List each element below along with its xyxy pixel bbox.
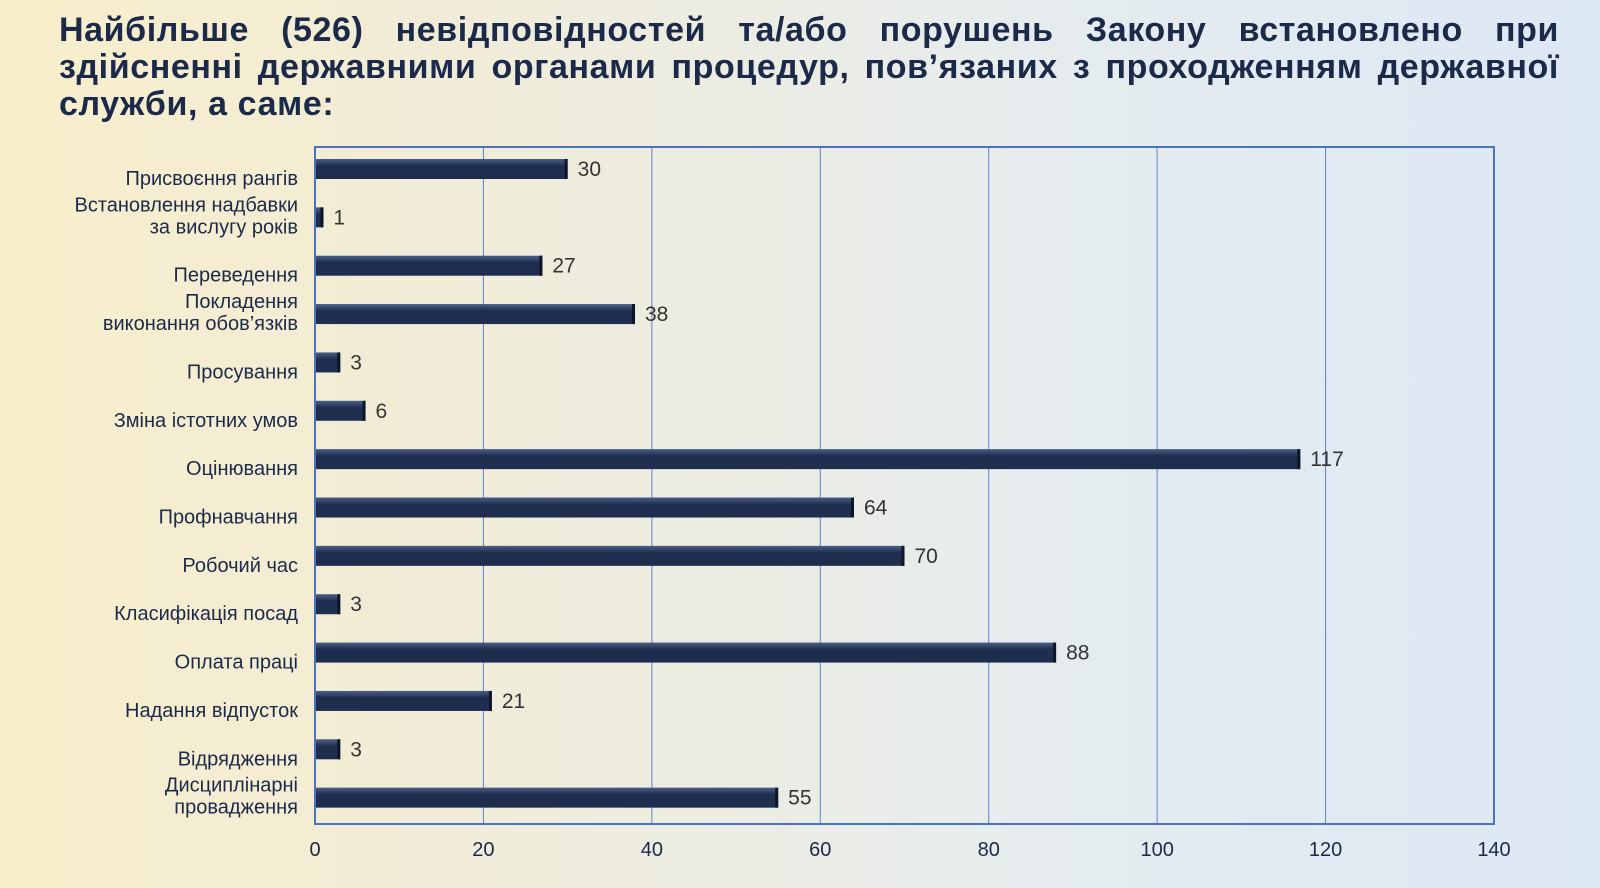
bar-end-cap: [362, 400, 366, 421]
category-labels: Присвоєння рангів Встановлення надбавкиза…: [74, 168, 298, 819]
category-label: Відрядження: [178, 748, 298, 770]
bar: [315, 690, 492, 711]
bar: [315, 207, 324, 228]
category-label: Класифікація посад: [114, 603, 298, 625]
x-tick-label: 80: [978, 839, 1000, 861]
category-label: Оплата праці: [175, 652, 298, 674]
slide-title: Найбільше (526) невідповідностей та/або …: [59, 11, 1559, 123]
data-label: 30: [578, 158, 601, 181]
data-label: 117: [1310, 448, 1343, 471]
data-label: 55: [788, 787, 811, 810]
bar: [315, 739, 341, 760]
x-tick-label: 0: [309, 839, 320, 861]
bar-end-cap: [488, 690, 492, 711]
data-label: 6: [376, 400, 388, 423]
bar: [315, 400, 366, 421]
category-label: Надання відпусток: [125, 700, 298, 722]
data-label: 3: [350, 738, 362, 761]
bar-end-cap: [1297, 449, 1301, 470]
bar-end-cap: [337, 594, 341, 615]
data-label: 38: [645, 303, 668, 326]
gridlines: [482, 147, 1327, 824]
bar-end-cap: [850, 497, 854, 518]
bar: [315, 304, 636, 325]
x-axis-ticks: 0 20 40 60 80 100 120 140: [309, 839, 1510, 861]
category-label: Просування: [187, 361, 298, 383]
bar: [315, 642, 1057, 663]
data-label: 70: [915, 545, 938, 568]
category-label: Дисциплінарні: [165, 775, 298, 797]
category-label: Оцінювання: [186, 458, 298, 480]
bar-end-cap: [632, 304, 636, 325]
bar: [315, 787, 779, 808]
category-label: Встановлення надбавки: [74, 194, 298, 216]
bar-end-cap: [337, 739, 341, 760]
data-label: 27: [552, 255, 575, 278]
bar: [315, 594, 341, 615]
bar-end-cap: [564, 159, 568, 179]
x-tick-label: 120: [1309, 839, 1342, 861]
bar: [315, 545, 905, 566]
x-tick-label: 140: [1477, 839, 1510, 861]
bar: [315, 352, 341, 373]
bar-end-cap: [901, 545, 905, 566]
x-tick-label: 20: [472, 839, 494, 861]
data-label: 3: [350, 351, 362, 374]
category-label: Переведення: [173, 265, 298, 287]
data-label: 88: [1066, 642, 1089, 665]
x-tick-label: 40: [641, 839, 663, 861]
category-label: Профнавчання: [159, 507, 298, 529]
bar-end-cap: [1053, 642, 1057, 663]
category-label: провадження: [174, 797, 298, 819]
category-label: виконання обов’язків: [103, 313, 298, 335]
plot-area-border: [314, 146, 1495, 825]
bar-end-cap: [337, 352, 341, 373]
category-label: Присвоєння рангів: [125, 168, 298, 190]
bars: [315, 159, 1301, 808]
data-label: 21: [502, 690, 525, 713]
bar: [315, 159, 568, 179]
category-label: за вислугу років: [150, 216, 298, 238]
bar: [315, 449, 1301, 470]
bar: [315, 497, 854, 518]
category-label: Робочий час: [182, 555, 298, 577]
x-tick-label: 60: [809, 839, 831, 861]
data-label: 3: [350, 593, 362, 616]
bar-end-cap: [775, 787, 779, 808]
x-tick-label: 100: [1140, 839, 1173, 861]
bar: [315, 255, 543, 276]
bar-end-cap: [320, 207, 324, 228]
category-label: Покладення: [185, 291, 298, 313]
data-labels: 30 1 27 38 3 6 117 64 70 3 88 21 3 55: [333, 158, 1343, 810]
category-label: Зміна істотних умов: [114, 410, 298, 432]
data-label: 64: [864, 497, 888, 520]
bar-end-cap: [539, 255, 543, 276]
data-label: 1: [333, 206, 345, 229]
